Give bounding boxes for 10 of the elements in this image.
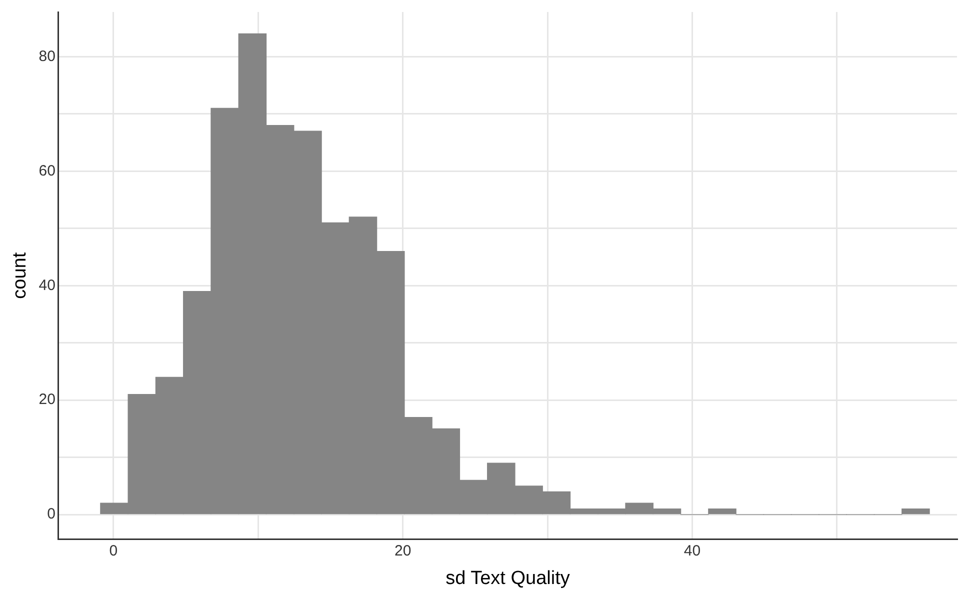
y-tick-label: 80 [38,48,56,65]
x-tick-label: 20 [394,542,412,560]
y-tick-label: 20 [38,391,56,408]
y-tick-label: 0 [47,506,56,523]
x-tick-label: 0 [109,542,118,560]
y-tick-label: 40 [38,276,56,294]
x-tick-label: 40 [684,542,701,560]
y-axis-title: count [10,252,31,299]
x-axis-title: sd Text Quality [446,568,570,589]
y-tick-label: 60 [38,162,56,180]
